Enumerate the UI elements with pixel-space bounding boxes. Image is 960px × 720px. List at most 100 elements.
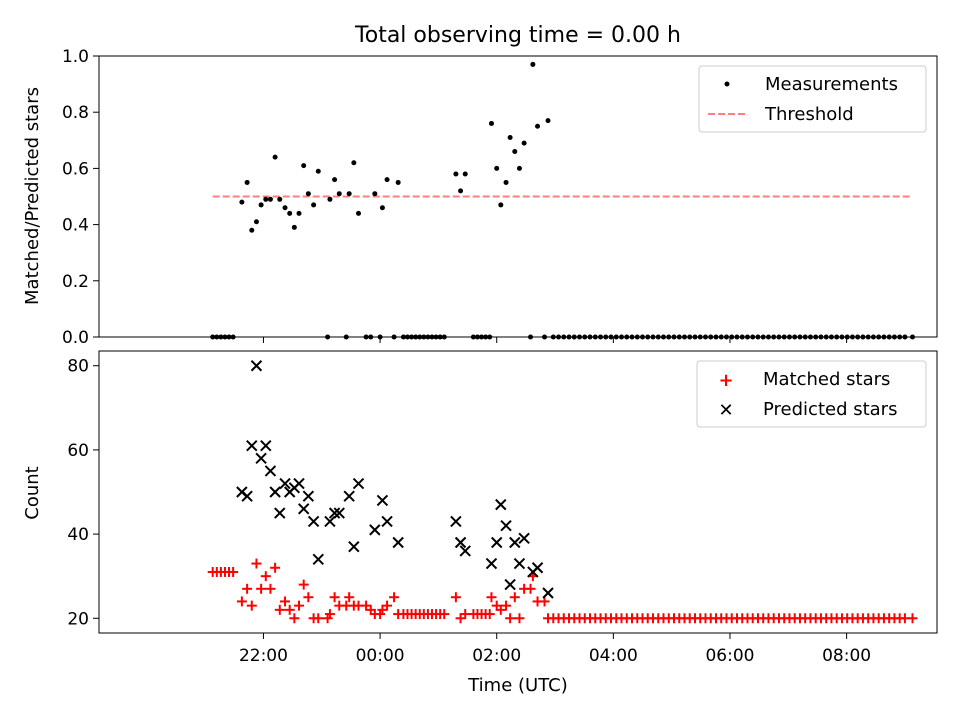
measurement-point (458, 188, 464, 194)
measurement-point (311, 202, 317, 208)
measurement-point (301, 163, 307, 169)
measurement-point (512, 149, 518, 155)
predicted-star-point (333, 507, 345, 519)
measurement-point (291, 224, 297, 230)
predicted-star-point (518, 532, 530, 545)
top-y-tick-label: 1.0 (62, 47, 89, 67)
measurement-point (249, 227, 255, 233)
measurement-point (507, 134, 513, 140)
predicted-star-point (454, 536, 467, 549)
measurement-point (315, 168, 321, 174)
predicted-star-point (246, 439, 258, 452)
matched-star-point (501, 600, 512, 611)
bottom-y-tick-label: 60 (67, 441, 89, 461)
measurement-point (253, 219, 259, 225)
matched-star-point (907, 613, 918, 624)
predicted-star-point (250, 360, 263, 372)
predicted-star-point (324, 515, 336, 528)
matched-star-point (236, 596, 247, 607)
measurement-point (332, 177, 338, 183)
matched-star-point (228, 566, 239, 577)
matched-legend-label: Matched stars (763, 369, 890, 390)
bottom-y-axis-label: Count (22, 466, 43, 519)
predicted-star-point (513, 557, 526, 570)
predicted-star-point (459, 545, 471, 557)
predicted-star-point (343, 490, 355, 502)
matched-star-point (344, 592, 355, 603)
top-y-tick-label: 0.6 (62, 159, 89, 179)
matched-star-point (439, 609, 450, 620)
bottom-y-tick-label: 20 (67, 609, 89, 629)
measurement-point (258, 202, 264, 208)
predicted-star-point (369, 524, 381, 536)
predicted-star-point (381, 515, 393, 528)
matched-star-point (265, 583, 276, 594)
measurement-point (535, 123, 541, 129)
matched-star-point (382, 600, 393, 611)
predicted-star-point (348, 541, 360, 553)
measurement-point (327, 196, 333, 202)
measurement-point (384, 177, 390, 183)
bottom-legend: + Matched stars ✕ Predicted stars (696, 360, 927, 428)
matched-star-point (303, 592, 314, 603)
measurement-point (379, 205, 385, 211)
predicted-star-point (269, 486, 281, 498)
predicted-star-point (255, 452, 267, 465)
x-axis-label: Time (UTC) (467, 675, 568, 696)
bottom-legend-box (696, 360, 927, 428)
matched-star-point (324, 609, 335, 620)
matched-star-point (514, 613, 525, 624)
matched-star-point (389, 592, 400, 603)
predicted-star-point (260, 439, 272, 452)
predicted-star-point (491, 536, 503, 549)
x-tick-label: 02:00 (472, 646, 521, 666)
predicted-star-point (307, 515, 320, 528)
bottom-panel: 20 40 60 80 22:00 00:00 02:00 04:00 06:00 08:00 C… (22, 350, 938, 696)
top-y-tick-label: 0.2 (62, 272, 89, 292)
predicted-legend-marker: ✕ (718, 400, 733, 421)
predicted-star-point (297, 503, 310, 515)
measurement-point (494, 165, 500, 171)
threshold-legend-label: Threshold (764, 104, 854, 125)
predicted-star-point (485, 557, 498, 570)
top-y-tick-label: 0.0 (62, 328, 89, 348)
predicted-star-point (302, 490, 315, 502)
measurements-legend-label: Measurements (765, 74, 898, 95)
top-panel: 0.0 0.2 0.4 0.6 0.8 1.0 Matched/Predicted sta… (22, 47, 938, 348)
x-tick-label: 06:00 (705, 646, 754, 666)
measurement-point (462, 171, 468, 177)
matched-star-point (539, 596, 550, 607)
bottom-y-tick-label: 80 (67, 357, 89, 377)
measurement-point (545, 118, 551, 124)
matched-star-point (284, 604, 295, 615)
predicted-star-point (264, 465, 277, 477)
matched-star-point (251, 558, 262, 569)
matched-star-point (313, 613, 324, 624)
predicted-star-point (450, 515, 462, 528)
measurement-point (372, 191, 378, 197)
matched-star-point (246, 600, 257, 611)
measurement-point (356, 210, 362, 216)
measurement-point (263, 196, 269, 202)
matched-star-point (294, 600, 305, 611)
top-plot-frame (98, 55, 938, 338)
measurement-point (277, 196, 283, 202)
figure-title: Total observing time = 0.00 h (354, 23, 681, 48)
measurement-point (521, 140, 527, 146)
measurement-point (267, 196, 273, 202)
measurement-point (239, 199, 245, 205)
x-tick-label: 22:00 (239, 646, 288, 666)
matched-star-point (256, 583, 267, 594)
x-tick-label: 08:00 (822, 646, 871, 666)
predicted-star-point (279, 477, 291, 490)
measurement-point (453, 171, 459, 177)
matched-star-point (505, 613, 516, 624)
measurement-point (287, 210, 293, 216)
matched-star-point (450, 592, 461, 603)
measurement-point (336, 191, 342, 197)
matched-star-point (270, 562, 281, 573)
measurement-point (282, 205, 288, 211)
matched-star-point (509, 592, 520, 603)
measurement-point (498, 202, 504, 208)
